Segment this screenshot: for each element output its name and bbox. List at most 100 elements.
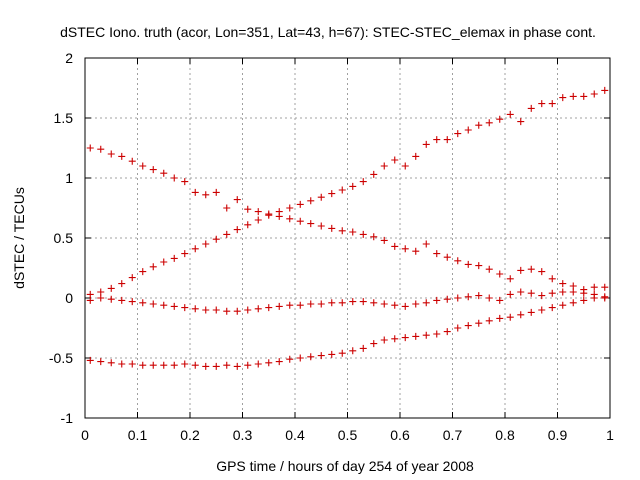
- data-point: [496, 270, 504, 278]
- data-point: [181, 250, 189, 258]
- data-point: [380, 300, 388, 308]
- data-point: [349, 347, 357, 355]
- data-point: [569, 288, 577, 296]
- data-point: [244, 306, 252, 314]
- data-point: [317, 222, 325, 230]
- data-point: [580, 92, 588, 100]
- data-point: [401, 302, 409, 310]
- x-tick-label: 1: [606, 427, 614, 443]
- data-point: [527, 289, 535, 297]
- data-point: [202, 240, 210, 248]
- data-point: [223, 230, 231, 238]
- x-tick-label: 0.1: [128, 427, 148, 443]
- data-point: [517, 118, 525, 126]
- data-point: [181, 360, 189, 368]
- data-point: [149, 166, 157, 174]
- data-point: [433, 330, 441, 338]
- data-point: [160, 301, 168, 309]
- data-point: [401, 162, 409, 170]
- data-point: [97, 288, 105, 296]
- data-point: [569, 92, 577, 100]
- data-point: [370, 170, 378, 178]
- data-point: [443, 253, 451, 261]
- data-point: [475, 262, 483, 270]
- data-point: [443, 295, 451, 303]
- data-point: [118, 360, 126, 368]
- data-point: [328, 299, 336, 307]
- data-point: [412, 300, 420, 308]
- data-point: [275, 212, 283, 220]
- data-point: [191, 188, 199, 196]
- data-point: [338, 227, 346, 235]
- data-point: [286, 301, 294, 309]
- data-point: [107, 284, 115, 292]
- data-point: [391, 242, 399, 250]
- x-tick-label: 0: [81, 427, 89, 443]
- data-point: [265, 210, 273, 218]
- data-point: [338, 349, 346, 357]
- data-point: [569, 299, 577, 307]
- data-point: [160, 258, 168, 266]
- data-point: [107, 359, 115, 367]
- data-point: [349, 182, 357, 190]
- data-point: [170, 254, 178, 262]
- data-point: [359, 298, 367, 306]
- data-point: [254, 208, 262, 216]
- data-point: [338, 186, 346, 194]
- data-point: [107, 295, 115, 303]
- data-point: [317, 193, 325, 201]
- data-point: [307, 300, 315, 308]
- data-point: [328, 224, 336, 232]
- x-tick-label: 0.8: [495, 427, 515, 443]
- data-point: [349, 228, 357, 236]
- data-point: [496, 296, 504, 304]
- data-point: [527, 104, 535, 112]
- data-point: [128, 274, 136, 282]
- data-point: [517, 311, 525, 319]
- data-point: [244, 205, 252, 213]
- data-point: [590, 283, 598, 291]
- data-point: [559, 280, 567, 288]
- data-point: [422, 240, 430, 248]
- data-point: [86, 144, 94, 152]
- y-tick-label: 1.5: [54, 110, 74, 126]
- data-point: [338, 299, 346, 307]
- x-tick-label: 0.2: [180, 427, 200, 443]
- grid: [85, 58, 610, 418]
- data-point: [128, 157, 136, 165]
- data-point: [139, 361, 147, 369]
- data-point: [139, 299, 147, 307]
- data-point: [538, 100, 546, 108]
- data-point: [464, 322, 472, 330]
- data-point: [97, 145, 105, 153]
- data-point: [212, 306, 220, 314]
- data-point: [569, 282, 577, 290]
- data-point: [464, 293, 472, 301]
- data-point: [496, 314, 504, 322]
- data-point: [265, 304, 273, 312]
- x-tick-label: 0.4: [285, 427, 305, 443]
- data-point: [118, 152, 126, 160]
- data-point: [391, 156, 399, 164]
- data-point: [422, 331, 430, 339]
- data-point: [370, 299, 378, 307]
- y-tick-label: 0: [65, 290, 73, 306]
- data-point: [475, 121, 483, 129]
- data-point: [118, 296, 126, 304]
- data-point: [538, 292, 546, 300]
- data-point: [202, 362, 210, 370]
- data-point: [170, 302, 178, 310]
- data-point: [517, 288, 525, 296]
- data-point: [265, 359, 273, 367]
- data-point: [485, 317, 493, 325]
- data-point: [149, 361, 157, 369]
- data-point: [181, 178, 189, 186]
- data-point: [496, 115, 504, 123]
- data-point: [538, 306, 546, 314]
- data-point: [580, 296, 588, 304]
- data-point: [538, 268, 546, 276]
- data-point: [601, 283, 609, 291]
- data-point: [475, 292, 483, 300]
- data-point: [380, 336, 388, 344]
